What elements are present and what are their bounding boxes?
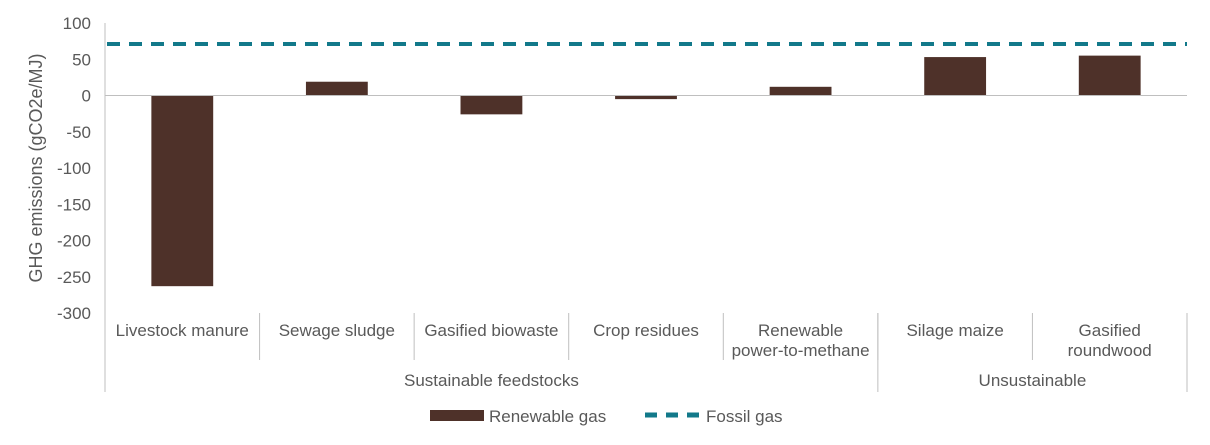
y-axis-label: GHG emissions (gCO2e/MJ) <box>26 53 46 282</box>
bar <box>1078 55 1141 96</box>
axes <box>104 23 1188 392</box>
group-label: Sustainable feedstocks <box>404 371 579 390</box>
bar <box>460 95 523 115</box>
category-label: Gasified roundwood <box>1068 321 1152 360</box>
bar <box>151 95 214 287</box>
category-label: Renewable power-to-methane <box>732 321 870 360</box>
y-axis: 100 50 0 -50 -100 -150 -200 -250 -300 <box>57 14 91 323</box>
legend: Renewable gas Fossil gas <box>430 407 783 426</box>
group-label: Unsustainable <box>979 371 1087 390</box>
bar <box>769 86 832 96</box>
y-tick-label: 50 <box>72 50 91 69</box>
y-tick-label: 0 <box>82 87 91 106</box>
category-label: Silage maize <box>906 321 1003 340</box>
legend-swatch-renewable-gas <box>430 410 484 421</box>
category-label: Livestock manure <box>116 321 249 340</box>
bar <box>305 81 368 96</box>
bars <box>151 55 1141 287</box>
bar <box>924 57 987 96</box>
y-tick-label: -150 <box>57 195 91 214</box>
bar <box>615 95 677 100</box>
x-axis-groups: Sustainable feedstocks Unsustainable <box>404 371 1086 390</box>
y-tick-label: -200 <box>57 232 91 251</box>
y-tick-label: -250 <box>57 268 91 287</box>
category-label: Crop residues <box>593 321 699 340</box>
y-tick-label: -100 <box>57 159 91 178</box>
y-tick-label: -300 <box>57 304 91 323</box>
legend-label-fossil-gas: Fossil gas <box>706 407 783 426</box>
category-label: Gasified biowaste <box>424 321 558 340</box>
category-label: Sewage sludge <box>279 321 395 340</box>
x-axis-categories: Livestock manure Sewage sludge Gasified bi… <box>116 321 1152 360</box>
legend-label-renewable-gas: Renewable gas <box>489 407 606 426</box>
y-tick-label: -50 <box>66 123 91 142</box>
y-tick-label: 100 <box>63 14 91 33</box>
